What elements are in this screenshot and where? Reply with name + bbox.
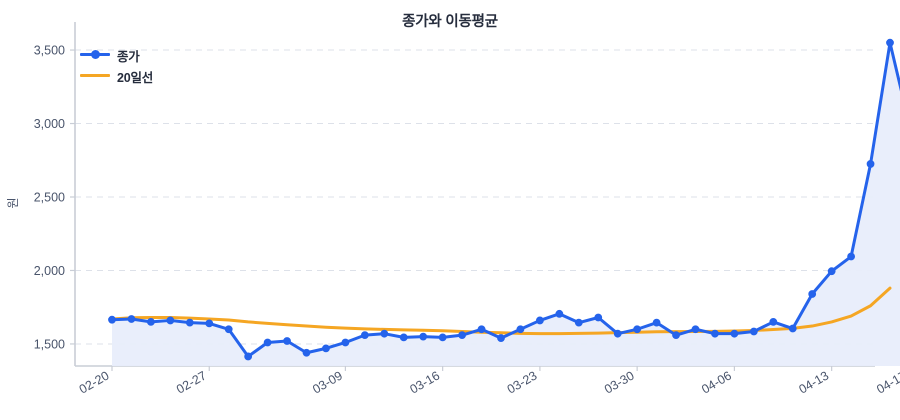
data-point-marker[interactable] [185,318,194,327]
data-point-marker[interactable] [497,334,505,342]
data-point-marker[interactable] [147,318,155,326]
data-point-marker[interactable] [866,160,875,168]
legend-item-close[interactable]: 종가 [80,46,153,64]
ytick-label: 1,500 [34,337,65,351]
data-point-marker[interactable] [205,319,214,328]
legend-label-ma: 20일선 [117,70,154,85]
xtick-label: 03-09 [310,368,345,396]
chart-legend: 종가 20일선 [80,46,153,85]
data-point-marker[interactable] [516,325,525,334]
data-point-marker[interactable] [438,333,447,342]
data-point-marker[interactable] [224,325,233,334]
ytick-label: 2,000 [34,264,65,278]
data-point-marker[interactable] [360,331,369,340]
xtick-label: 03-23 [505,368,540,396]
data-point-marker[interactable] [458,331,467,340]
legend-marker-ma-icon [80,67,110,85]
xtick-label: 03-16 [407,368,442,396]
data-point-marker[interactable] [788,324,797,333]
data-point-marker[interactable] [244,352,253,361]
data-point-marker[interactable] [886,38,894,47]
data-point-marker[interactable] [652,318,661,327]
xtick-label: 03-30 [602,368,637,396]
data-point-marker[interactable] [594,313,603,322]
data-point-marker[interactable] [769,318,778,326]
ytick-label: 3,000 [34,117,65,131]
xtick-label: 02-27 [174,368,209,396]
data-point-marker[interactable] [749,327,758,336]
legend-label-close: 종가 [117,49,140,64]
legend-marker-close-icon [80,46,110,64]
data-point-marker[interactable] [127,315,136,323]
data-point-marker[interactable] [399,333,408,342]
data-point-marker[interactable] [322,344,330,353]
data-point-marker[interactable] [711,329,719,338]
data-point-marker[interactable] [283,337,291,345]
data-point-marker[interactable] [691,325,700,334]
data-point-marker[interactable] [341,338,350,347]
y-axis-label: 원 [6,197,20,208]
legend-item-ma[interactable]: 20일선 [80,67,153,85]
data-point-marker[interactable] [419,332,428,341]
ytick-label: 3,500 [34,44,65,58]
close-area-fill [112,42,900,366]
close-line [110,41,900,358]
chart-title: 종가와 이동평균 [402,14,498,30]
data-point-marker[interactable] [536,316,544,325]
data-point-marker[interactable] [672,331,680,340]
data-point-marker[interactable] [574,318,583,327]
data-point-marker[interactable] [808,290,817,298]
data-point-marker[interactable] [633,325,642,334]
data-point-marker[interactable] [730,329,739,338]
data-point-marker[interactable] [827,267,836,276]
xtick-label: 04-06 [699,368,734,396]
data-point-marker[interactable] [108,315,116,324]
xtick-label: 04-17 [874,368,900,396]
data-point-marker[interactable] [613,329,622,338]
data-point-marker[interactable] [263,338,272,347]
data-point-marker[interactable] [847,252,855,261]
data-point-marker[interactable] [477,325,486,334]
ma-line [110,286,892,336]
ytick-label: 2,500 [34,191,65,205]
data-point-marker[interactable] [555,309,564,318]
data-point-marker[interactable] [380,329,389,338]
data-point-marker[interactable] [302,348,311,357]
data-point-marker[interactable] [166,316,175,325]
xtick-label: 02-20 [77,368,112,396]
xtick-label: 04-13 [796,368,831,396]
